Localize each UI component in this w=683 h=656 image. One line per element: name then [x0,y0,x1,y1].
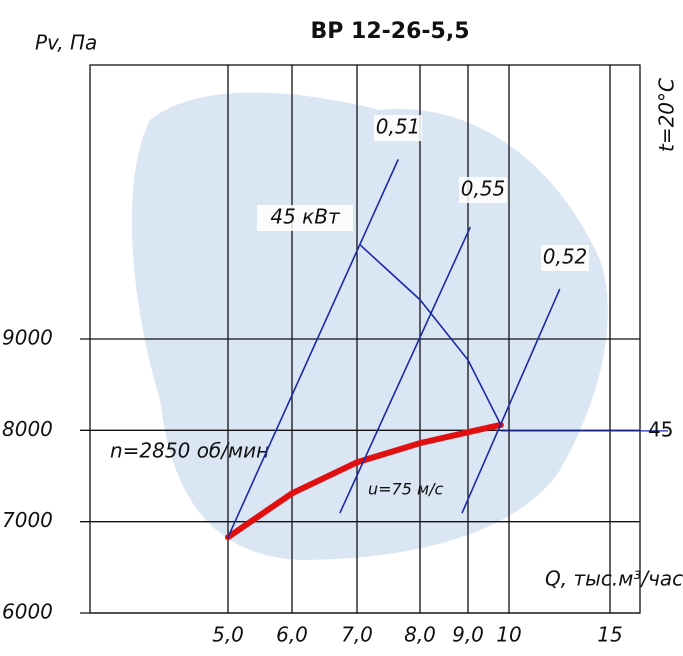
x-tick-label: 5,0 [212,623,244,647]
y-tick-label: 6000 [2,600,53,624]
series-label: 0,55 [461,177,506,201]
chart-title: ВР 12-26-5,5 [310,19,469,44]
series-line [225,421,504,541]
series-label: 45 кВт [270,205,341,229]
temperature-note: t=20°C [655,78,679,152]
series-label: 0,51 [376,115,421,139]
x-axis-label: Q, тыс.м³/час [545,567,683,591]
series-line [461,288,561,514]
power-ref-label: 45 [648,417,673,441]
x-tick-label: 7,0 [341,623,373,647]
series-label: 0,52 [543,245,588,269]
y-tick-label: 9000 [2,326,53,350]
speed-note: u=75 м/с [368,480,443,499]
label-box [374,115,422,141]
series-line [227,159,399,538]
series-label: n=2850 об/мин [110,439,269,463]
x-tick-label: 8,0 [404,623,436,647]
x-tick-label: 9,0 [452,623,484,647]
series-line [339,226,471,514]
label-box [459,177,507,203]
label-box [257,205,353,231]
x-tick-label: 10 [496,623,521,647]
y-tick-label: 7000 [2,508,53,532]
y-tick-label: 8000 [2,417,53,441]
label-box [541,245,589,271]
watermark [131,92,608,560]
x-tick-label: 15 [597,623,622,647]
y-axis-label: Pv, Па [35,31,97,55]
x-tick-label: 6,0 [276,623,308,647]
series-line [359,244,502,426]
